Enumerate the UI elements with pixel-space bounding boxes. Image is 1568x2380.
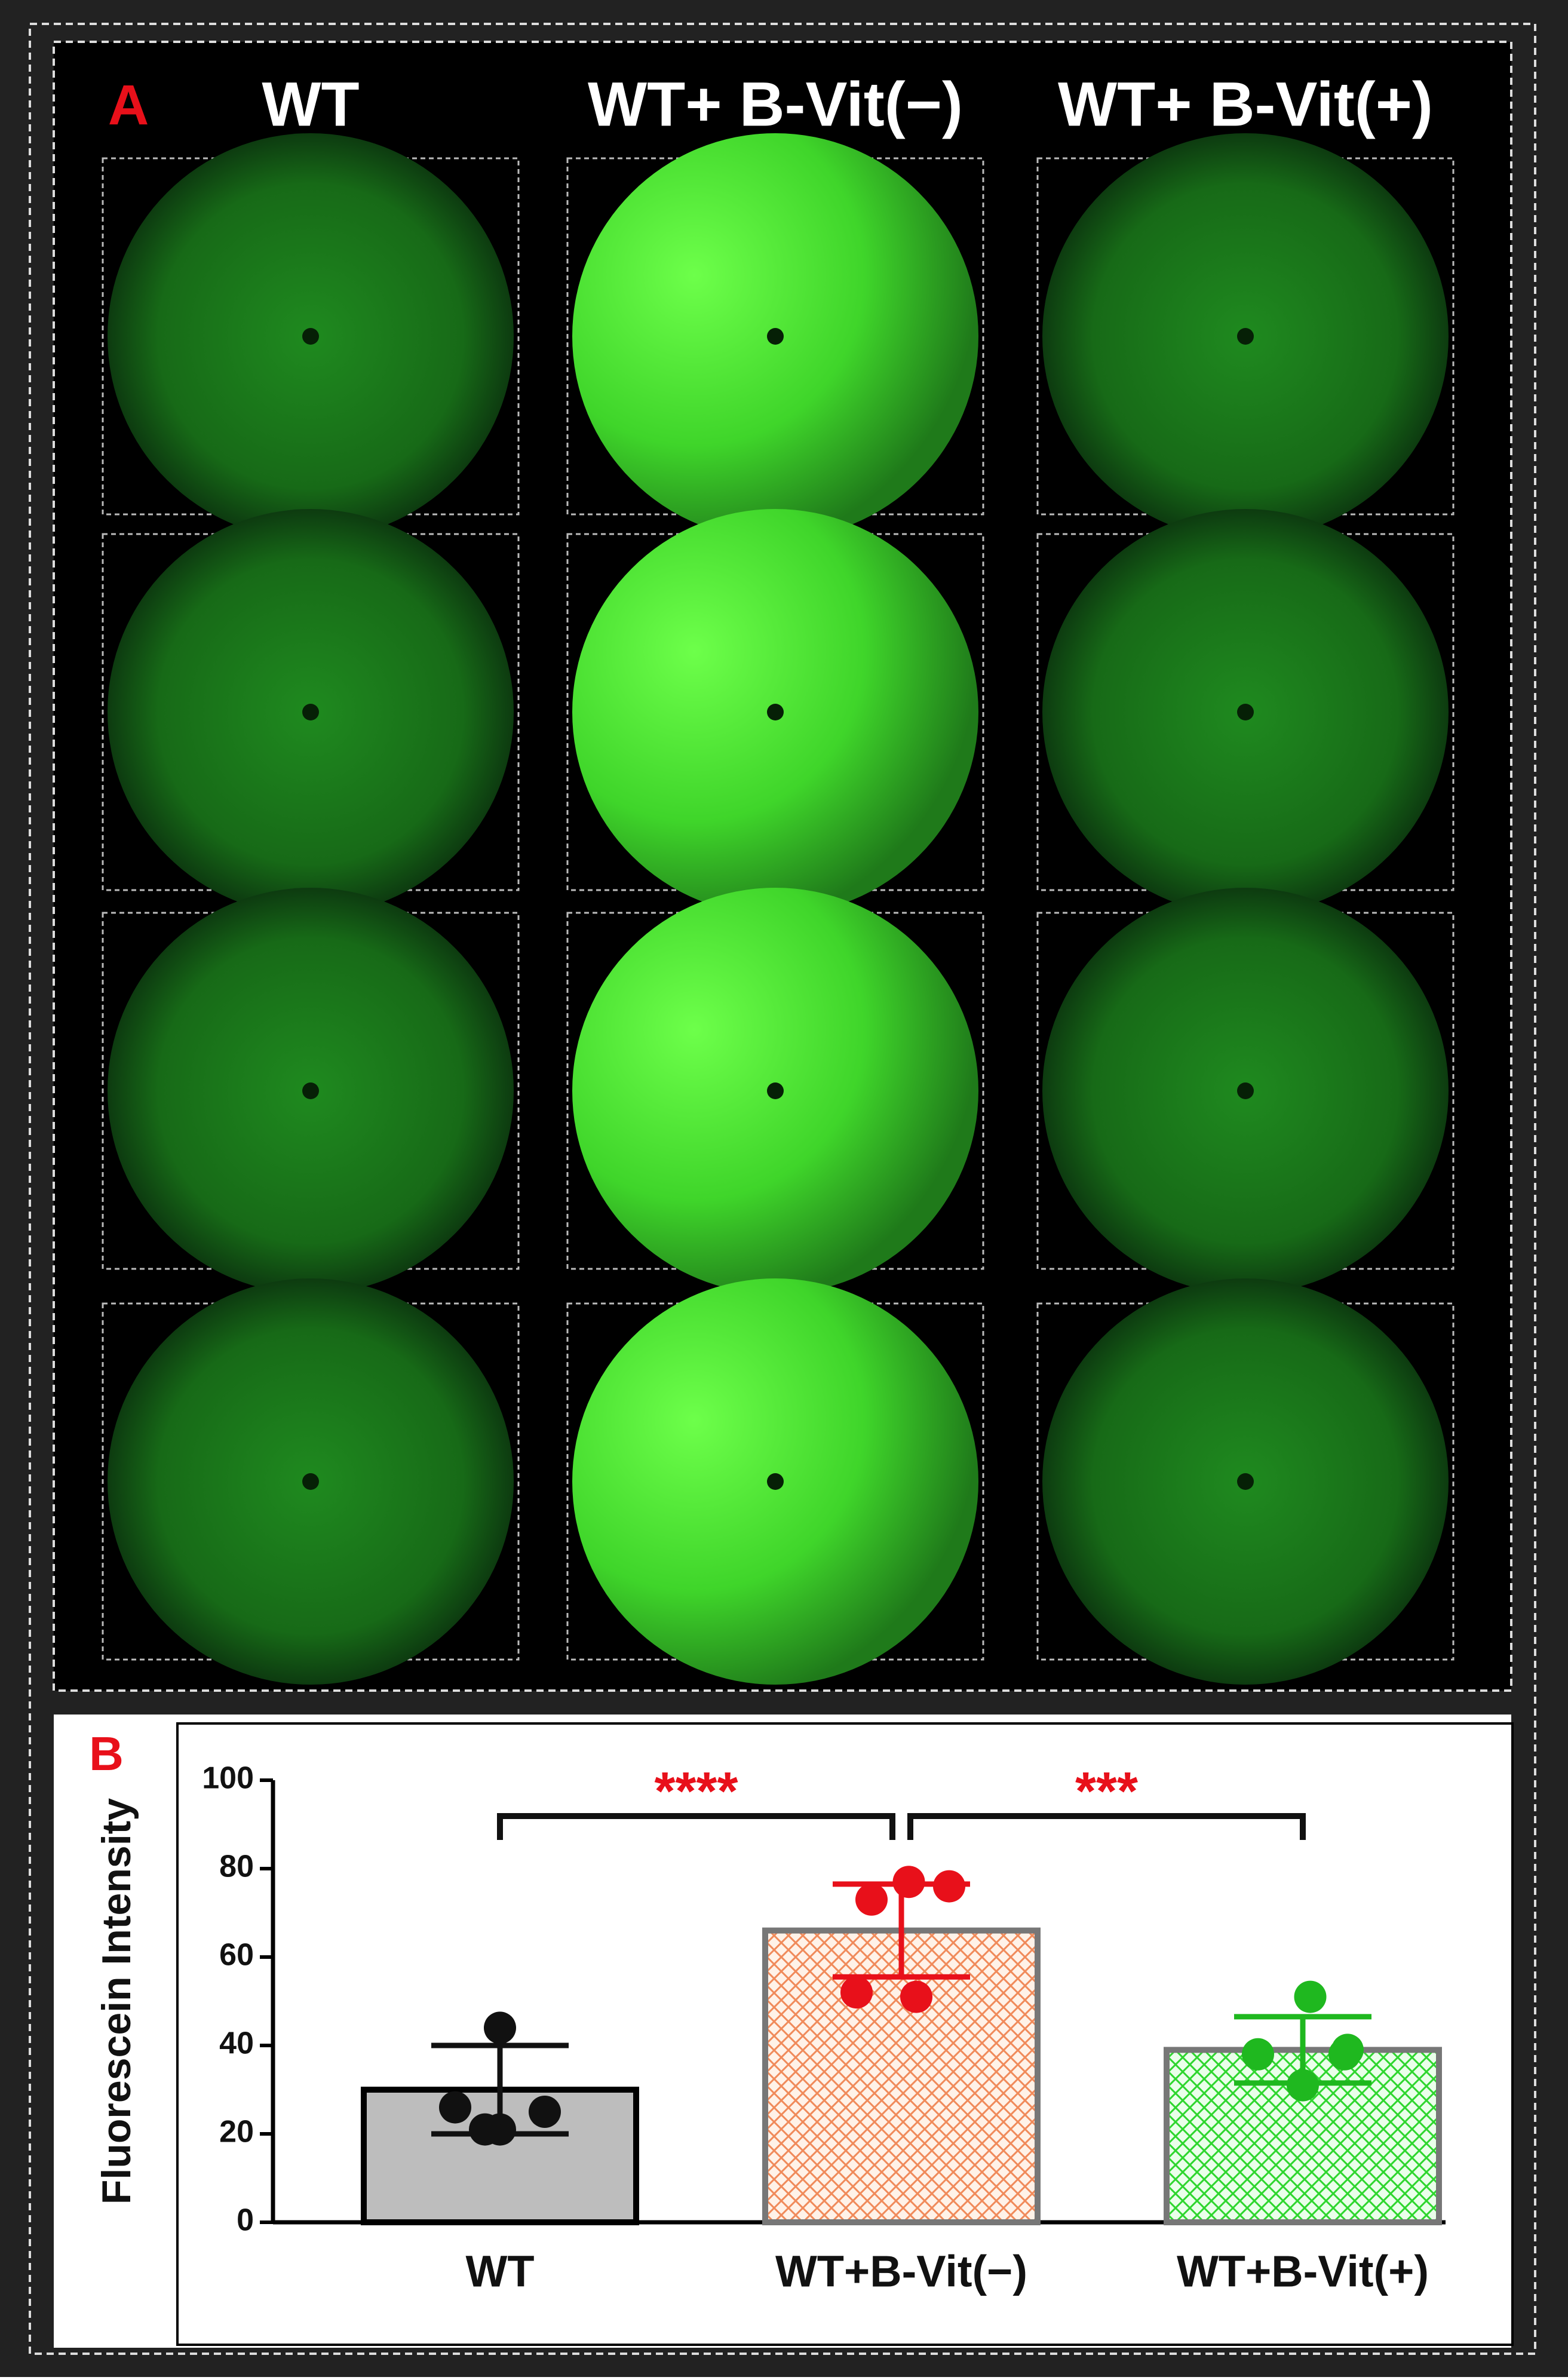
x-tick-label: WT bbox=[465, 2247, 534, 2296]
panel-a-label: A bbox=[108, 73, 149, 137]
optic-disc bbox=[767, 1082, 784, 1099]
y-tick-label: 40 bbox=[219, 2026, 254, 2061]
data-point bbox=[469, 2113, 501, 2146]
significance-label: **** bbox=[654, 1762, 738, 1821]
panel-a-grid bbox=[102, 133, 1455, 1685]
optic-disc bbox=[1237, 704, 1254, 720]
data-point bbox=[1287, 2069, 1319, 2102]
optic-disc bbox=[1237, 1473, 1254, 1490]
data-point bbox=[529, 2096, 561, 2128]
y-tick-label: 80 bbox=[219, 1850, 254, 1884]
y-tick-label: 20 bbox=[219, 2115, 254, 2149]
y-tick-label: 100 bbox=[202, 1761, 254, 1796]
optic-disc bbox=[1237, 1082, 1254, 1099]
y-tick-label: 60 bbox=[219, 1938, 254, 1973]
data-point bbox=[855, 1883, 888, 1916]
y-tick-label: 0 bbox=[237, 2203, 254, 2238]
optic-disc bbox=[302, 704, 319, 720]
optic-disc bbox=[302, 1473, 319, 1490]
data-point bbox=[1328, 2038, 1361, 2071]
data-point bbox=[484, 2011, 516, 2044]
optic-disc bbox=[302, 1082, 319, 1099]
data-point bbox=[439, 2091, 471, 2124]
significance-label: *** bbox=[1075, 1762, 1138, 1821]
outer-frame bbox=[29, 23, 1536, 2355]
column-header: WT+ B-Vit(+) bbox=[1058, 70, 1433, 140]
data-point bbox=[892, 1866, 925, 1899]
data-point bbox=[933, 1870, 965, 1903]
data-point bbox=[840, 1976, 873, 2009]
column-header: WT+ B-Vit(−) bbox=[588, 70, 963, 140]
significance-bracket bbox=[907, 1813, 1306, 1840]
optic-disc bbox=[1237, 328, 1254, 345]
x-tick-label: WT+B-Vit(−) bbox=[775, 2247, 1027, 2296]
y-axis-label: Fluorescein Intensity bbox=[94, 1798, 139, 2204]
column-header: WT bbox=[262, 70, 359, 140]
optic-disc bbox=[767, 1473, 784, 1490]
optic-disc bbox=[302, 328, 319, 345]
data-point bbox=[900, 1980, 932, 2013]
optic-disc bbox=[767, 704, 784, 720]
panel-b-label: B bbox=[89, 1727, 124, 1780]
data-point bbox=[1294, 1980, 1327, 2013]
data-point bbox=[1242, 2038, 1274, 2071]
x-tick-label: WT+B-Vit(+) bbox=[1177, 2247, 1429, 2296]
significance-bracket bbox=[497, 1813, 895, 1840]
optic-disc bbox=[767, 328, 784, 345]
